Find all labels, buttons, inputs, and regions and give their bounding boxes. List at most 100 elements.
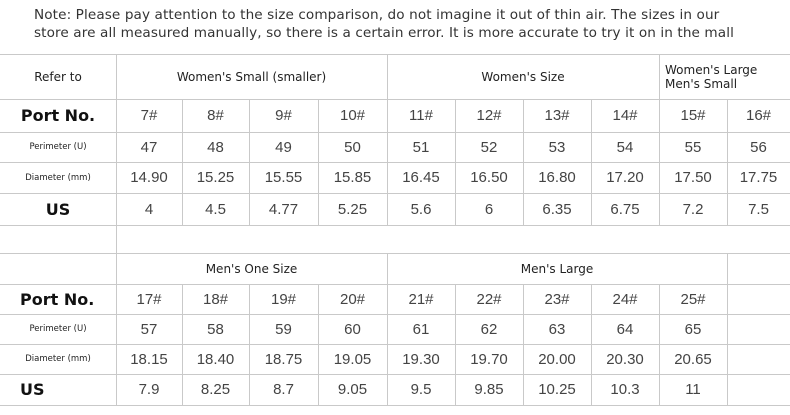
table1-us-cell: 7.5 <box>748 200 769 218</box>
table1-port-cell: 16# <box>745 107 772 124</box>
table2-diameter-cell: 18.40 <box>196 350 235 368</box>
table2-column-divider <box>455 284 456 405</box>
table2-row-divider <box>0 284 790 285</box>
table2-us-cell: 7.9 <box>138 381 160 398</box>
table1-perimeter-cell: 48 <box>207 138 224 156</box>
perimeter-label: Perimeter (U) <box>29 324 87 334</box>
table2-diameter-cell: 19.30 <box>402 350 440 368</box>
table2-port-cell: 24# <box>612 290 638 308</box>
table2-perimeter-cell: 62 <box>480 320 498 338</box>
table1-perimeter-cell: 51 <box>412 138 430 156</box>
diameter-label: Diameter (mm) <box>25 172 91 183</box>
table1-us-cell: 4 <box>144 200 154 218</box>
perimeter-label: Perimeter (U) <box>29 142 87 152</box>
table2-diameter-cell: 18.75 <box>264 350 303 368</box>
table1-perimeter-cell: 52 <box>480 138 498 156</box>
table1-diameter-cell: 16.80 <box>538 169 576 186</box>
table2-port-cell: 22# <box>476 290 502 308</box>
table1-perimeter-cell: 56 <box>750 138 767 156</box>
table1-diameter-cell: 16.45 <box>402 169 440 186</box>
table2-diameter-cell: 20.30 <box>606 350 644 368</box>
table1-column-divider <box>659 99 660 225</box>
table1-port-cell: 11# <box>409 107 433 124</box>
size-note: Note: Please pay attention to the size c… <box>34 6 784 42</box>
table1-perimeter-cell: 50 <box>344 138 361 156</box>
table2-row-divider <box>0 374 790 375</box>
table1-column-divider <box>455 99 456 225</box>
table1-perimeter-cell: 49 <box>275 138 292 156</box>
table1-us-cell: 4.77 <box>268 200 299 218</box>
table2-perimeter-cell: 57 <box>140 320 158 338</box>
table2-diameter-cell: 19.05 <box>333 350 372 368</box>
table1-port-cell: 8# <box>207 107 224 124</box>
note-line-1: Note: Please pay attention to the size c… <box>34 7 720 23</box>
table1-diameter-cell: 15.25 <box>196 169 235 186</box>
table1-port-cell: 13# <box>544 107 570 124</box>
table1-port-cell: 7# <box>140 107 158 124</box>
table1-port-cell: 12# <box>476 107 502 124</box>
table2-column-divider <box>727 284 728 405</box>
group-header-mens-one-size: Men's One Size <box>205 261 298 276</box>
table2-us-cell: 11 <box>685 381 701 398</box>
table2-us-cell: 8.7 <box>273 381 294 398</box>
table1-row-divider <box>0 99 790 100</box>
table2-diameter-cell: 19.70 <box>470 350 508 368</box>
table1-diameter-cell: 16.50 <box>470 169 508 186</box>
table1-port-cell: 10# <box>339 107 366 124</box>
table1-column-divider <box>523 99 524 225</box>
group-divider <box>387 54 388 99</box>
table2-bottom-border <box>0 405 790 406</box>
port-no-label: Port No. <box>20 289 95 309</box>
group-header-womens-small: Women's Small (smaller) <box>176 69 327 84</box>
table2-port-cell: 19# <box>270 290 297 308</box>
group-divider <box>387 253 388 284</box>
table1-us-cell: 5.25 <box>337 200 368 218</box>
table1-perimeter-cell: 55 <box>684 138 702 156</box>
diameter-label: Diameter (mm) <box>25 354 91 364</box>
table2-port-cell: 17# <box>136 290 162 308</box>
table1-column-divider <box>591 99 592 225</box>
table1-port-cell: 9# <box>275 107 292 124</box>
table2-port-cell: 23# <box>544 290 570 308</box>
table2-top-border <box>0 253 790 254</box>
group-header-line-1: Women's Large <box>665 62 758 77</box>
table2-perimeter-cell: 60 <box>344 320 361 338</box>
table1-diameter-cell: 15.85 <box>333 169 372 186</box>
refer-to-header: Refer to <box>34 69 82 84</box>
table1-column-divider <box>318 99 319 225</box>
table2-row-divider <box>0 314 790 315</box>
table1-us-cell: 7.2 <box>682 200 704 218</box>
table1-us-cell: 4.5 <box>205 200 226 218</box>
table2-port-cell: 25# <box>680 290 706 308</box>
table1-row-divider <box>0 132 790 133</box>
note-line-2: store are all measured manually, so ther… <box>34 25 734 41</box>
table1-column-divider <box>182 99 183 225</box>
group-divider <box>659 54 660 99</box>
table1-diameter-cell: 15.55 <box>264 169 303 186</box>
group-header-womens-large-mens-small: Women's Large Men's Small <box>659 54 790 99</box>
table2-column-divider <box>387 284 388 405</box>
table2-port-cell: 20# <box>339 290 366 308</box>
table2-us-cell: 10.3 <box>610 381 640 398</box>
table1-diameter-cell: 17.20 <box>606 169 644 186</box>
table1-perimeter-cell: 47 <box>140 138 158 156</box>
table2-column-divider <box>182 284 183 405</box>
table1-perimeter-cell: 53 <box>548 138 566 156</box>
table2-diameter-cell: 20.00 <box>538 350 576 368</box>
table2-us-cell: 10.25 <box>538 381 576 398</box>
table2-perimeter-cell: 61 <box>412 320 430 338</box>
table2-column-divider <box>591 284 592 405</box>
table2-port-cell: 21# <box>408 290 434 308</box>
us-label: US <box>20 380 45 399</box>
table2-column-divider <box>249 284 250 405</box>
table2-diameter-cell: 20.65 <box>674 350 712 368</box>
table2-us-cell: 9.85 <box>474 381 504 398</box>
table1-column-divider <box>387 99 388 225</box>
table1-diameter-cell: 17.75 <box>739 169 778 186</box>
table2-us-cell: 9.5 <box>410 381 432 398</box>
table1-column-divider <box>249 99 250 225</box>
table1-top-border <box>0 54 790 55</box>
table2-perimeter-cell: 58 <box>207 320 224 338</box>
table1-row-divider <box>0 193 790 194</box>
table1-port-cell: 15# <box>680 107 706 124</box>
